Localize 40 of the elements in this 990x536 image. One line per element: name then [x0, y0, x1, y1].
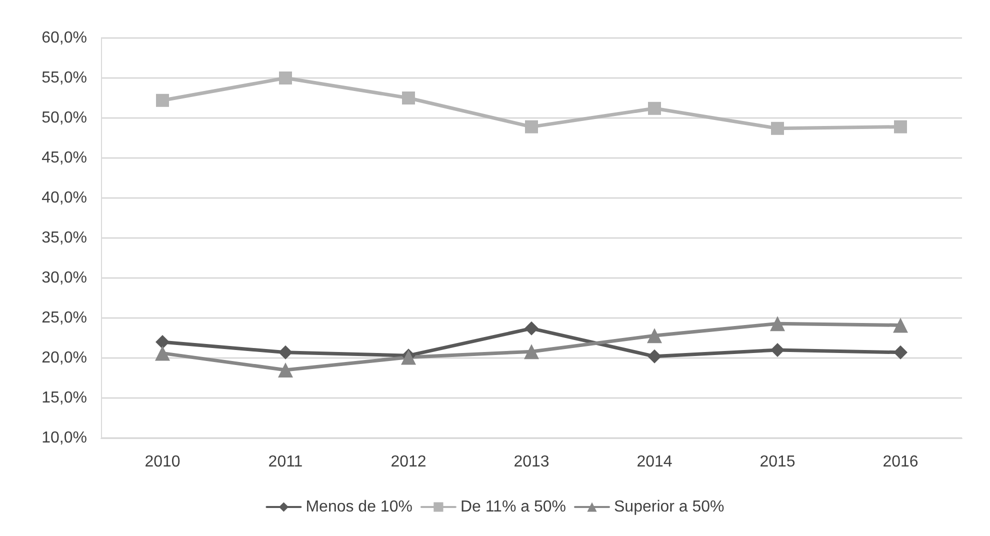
point: [894, 120, 907, 134]
point: [770, 316, 785, 332]
point: [648, 349, 662, 364]
point: [156, 335, 170, 349]
legend-label: Menos de 10%: [306, 498, 412, 516]
y-tick-label: 25,0%: [42, 310, 87, 326]
y-tick-label: 10,0%: [42, 430, 87, 446]
x-tick-label: 2014: [636, 454, 672, 470]
x-tick-label: 2010: [144, 454, 180, 470]
point: [648, 102, 661, 115]
x-tick-label: 2011: [268, 454, 303, 470]
point: [770, 343, 784, 357]
y-tick-label: 45,0%: [42, 150, 87, 166]
x-tick-label: 2016: [882, 454, 918, 470]
point: [647, 328, 662, 344]
y-tick-label: 55,0%: [42, 70, 87, 86]
y-tick-label: 20,0%: [42, 350, 87, 366]
point: [771, 122, 784, 135]
legend-label: De 11% a 50%: [460, 498, 566, 516]
point: [278, 345, 292, 360]
point: [524, 321, 538, 336]
x-tick-label: 2012: [390, 454, 426, 470]
point: [279, 72, 292, 84]
point: [525, 120, 538, 134]
y-tick-label: 40,0%: [42, 190, 87, 206]
point: [278, 362, 293, 378]
x-tick-label: 2013: [514, 454, 550, 470]
point: [524, 344, 539, 360]
y-tick-label: 35,0%: [42, 230, 87, 246]
point: [893, 318, 908, 333]
x-tick-label: 2015: [760, 454, 796, 470]
y-tick-label: 50,0%: [42, 110, 87, 126]
y-tick-label: 15,0%: [42, 390, 87, 406]
point: [155, 346, 170, 361]
point: [402, 92, 415, 104]
point: [156, 94, 169, 107]
point: [894, 345, 908, 360]
y-tick-label: 30,0%: [42, 270, 87, 286]
y-tick-label: 60,0%: [42, 30, 87, 46]
legend-label: Superior a 50%: [614, 498, 724, 516]
